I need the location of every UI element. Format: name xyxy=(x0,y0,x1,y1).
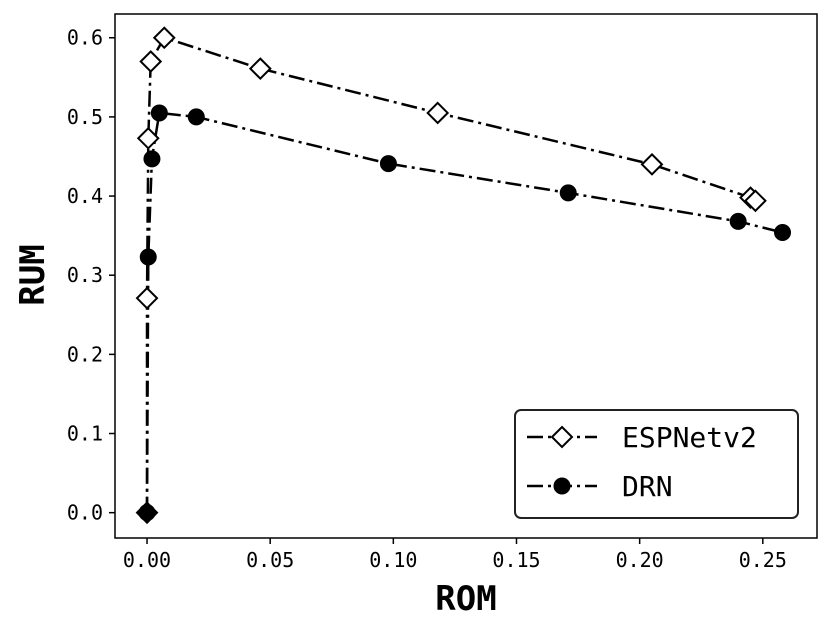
x-tick-label: 0.20 xyxy=(616,548,664,572)
data-point-espnetv2 xyxy=(248,57,272,81)
legend-marker-espnetv2 xyxy=(550,425,574,449)
x-axis-title: ROM xyxy=(435,579,496,619)
x-tick-label: 0.25 xyxy=(739,548,787,572)
data-point-drn xyxy=(143,150,161,168)
legend: ESPNetv2 DRN xyxy=(514,409,799,519)
data-point-drn xyxy=(379,155,397,173)
data-point-espnetv2 xyxy=(135,286,159,310)
legend-label-espnetv2: ESPNetv2 xyxy=(622,421,757,454)
legend-entry-espnetv2: ESPNetv2 xyxy=(527,421,757,454)
data-point-drn xyxy=(559,184,577,202)
data-point-espnetv2 xyxy=(426,101,450,125)
data-point-espnetv2 xyxy=(135,501,159,525)
data-point-drn xyxy=(774,223,792,241)
y-tick-label: 0.2 xyxy=(67,342,103,366)
x-tick-label: 0.15 xyxy=(492,548,540,572)
data-point-espnetv2 xyxy=(139,50,163,73)
data-point-espnetv2 xyxy=(640,152,664,176)
plot-frame xyxy=(114,13,818,539)
y-tick-label: 0.3 xyxy=(67,263,103,287)
y-tick-label: 0.4 xyxy=(67,184,103,208)
legend-label-drn: DRN xyxy=(622,470,673,503)
data-point-drn xyxy=(150,104,168,122)
data-point-espnetv2 xyxy=(744,189,767,213)
y-tick-label: 0.0 xyxy=(67,501,103,525)
data-point-espnetv2 xyxy=(152,26,176,50)
y-axis-title: RUM xyxy=(13,244,53,305)
y-tick-label: 0.5 xyxy=(67,105,103,129)
data-point-drn xyxy=(139,248,157,266)
x-tick-label: 0.10 xyxy=(369,548,417,572)
plot-area xyxy=(135,26,792,525)
x-tick-label: 0.05 xyxy=(246,548,294,572)
y-tick-label: 0.6 xyxy=(67,26,103,50)
data-point-drn xyxy=(729,212,747,230)
axes: 0.00 0.05 0.10 0.15 0.20 0.25 0.0 0.1 0.2 0.3 0.4 0… xyxy=(67,13,818,572)
x-tick-label: 0.00 xyxy=(123,548,171,572)
data-point-espnetv2 xyxy=(136,126,160,150)
series-line-espnetv2 xyxy=(145,36,757,513)
legend-entry-drn: DRN xyxy=(527,470,673,503)
legend-marker-drn xyxy=(553,477,571,495)
data-point-drn xyxy=(187,108,205,126)
y-tick-label: 0.1 xyxy=(67,422,103,446)
